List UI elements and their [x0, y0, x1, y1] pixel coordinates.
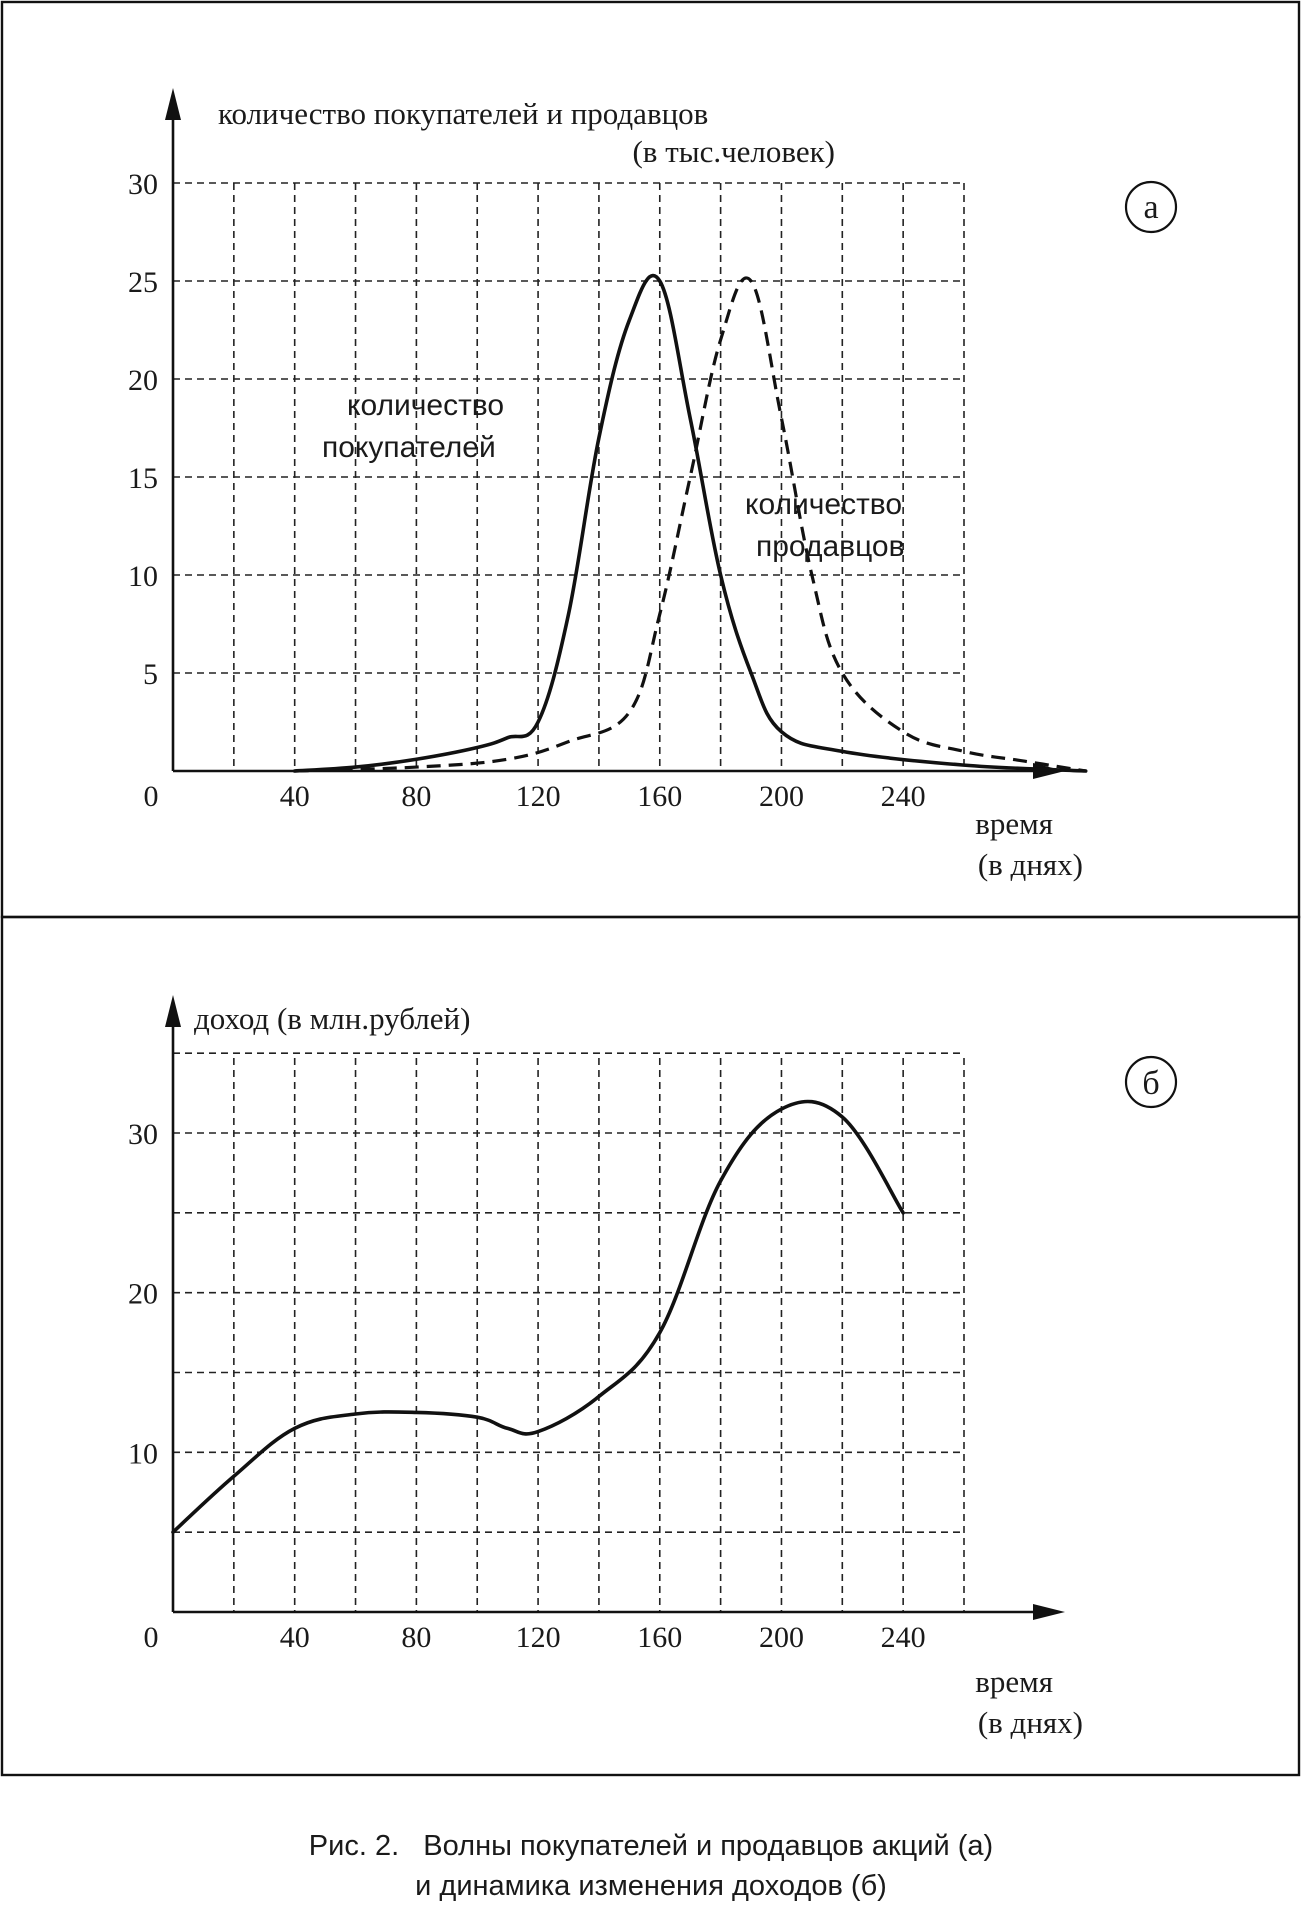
- panel-a-x-tick-label: 200: [759, 780, 804, 813]
- panel-b-marker-circle: [1124, 1055, 1178, 1109]
- panel-b-x-axis-arrow: [1033, 1604, 1065, 1620]
- panel-a-ylabel-line1: количество покупателей и продавцов: [218, 96, 708, 131]
- panel-a-axes: [165, 88, 1065, 779]
- panel-b-grid: [173, 1052, 965, 1612]
- panel-b-x-tick-label: 120: [516, 1621, 561, 1654]
- panel-a-xlabel-line2: (в днях): [978, 847, 1083, 882]
- panel-a-xlabel-line1: время: [975, 806, 1053, 841]
- series-buyers-label-line2: покупателей: [322, 431, 496, 464]
- panel-b-series: [171, 1099, 905, 1534]
- panel-a-ylabel-line2: (в тыс.человек): [632, 134, 835, 169]
- panel-a-marker-label: а: [1143, 189, 1158, 226]
- panel-a-y-axis-arrow: [165, 88, 181, 120]
- panel-a-series-line-0: [292, 273, 1088, 773]
- panel-b-y-tick-label: 30: [128, 1118, 158, 1151]
- panel-a-tick-labels: 0 40 80 120 160 200 240 5 10 15 20 25 30: [128, 168, 926, 813]
- panel-b-ylabel: доход (в млн.рублей): [194, 1001, 470, 1036]
- panel-a-marker-circle: [1124, 180, 1178, 234]
- panel-a-series: [292, 273, 1088, 773]
- panel-a-y-tick-label: 20: [128, 364, 158, 397]
- panel-b-marker-label: б: [1142, 1065, 1159, 1102]
- panel-b-x-tick-label: 200: [759, 1621, 804, 1654]
- panel-b-x-tick-label: 160: [637, 1621, 682, 1654]
- panel-b-y-tick-label: 10: [128, 1437, 158, 1470]
- panel-a-grid: [173, 182, 965, 771]
- panel-b-xlabel-line2: (в днях): [978, 1705, 1083, 1740]
- panel-b-frame: [0, 915, 1301, 1777]
- panel-b-y-axis-arrow: [165, 995, 181, 1027]
- panel-a-x-tick-label: 40: [280, 780, 310, 813]
- panel-b-axes: [165, 995, 1065, 1620]
- panel-a-y-tick-label: 5: [143, 658, 158, 691]
- panel-b-x-tick-label: 240: [881, 1621, 926, 1654]
- panel-b-chart: 0 40 80 120 160 200 240 10 20 30 доход (в млн.руб…: [128, 995, 1178, 1740]
- series-sellers-label-line2: продавцов: [756, 530, 905, 563]
- panel-b-x-tick-label: 0: [144, 1621, 159, 1654]
- panel-b-y-tick-label: 20: [128, 1278, 158, 1311]
- panel-b-tick-labels: 0 40 80 120 160 200 240 10 20 30: [128, 1118, 926, 1654]
- panel-a-x-tick-label: 0: [144, 780, 159, 813]
- panel-a-x-tick-label: 80: [401, 780, 431, 813]
- series-buyers-label-line1: количество: [347, 389, 504, 422]
- caption-line1: Рис. 2. Волны покупателей и продавцов ак…: [309, 1830, 993, 1862]
- panel-a-y-tick-label: 10: [128, 560, 158, 593]
- panel-a-x-tick-label: 240: [881, 780, 926, 813]
- panel-b-xlabel-line1: время: [975, 1664, 1053, 1699]
- panel-b-x-tick-label: 80: [401, 1621, 431, 1654]
- panel-a-y-tick-label: 25: [128, 266, 158, 299]
- caption-line2: и динамика изменения доходов (б): [415, 1870, 887, 1902]
- panel-b-x-tick-label: 40: [280, 1621, 310, 1654]
- panel-a-x-tick-label: 160: [637, 780, 682, 813]
- series-sellers-label-line1: количество: [745, 488, 902, 521]
- panel-a-series-line-1: [294, 276, 1086, 773]
- panel-a-y-tick-label: 15: [128, 462, 158, 495]
- panel-a-chart: 0 40 80 120 160 200 240 5 10 15 20 25 30 количество …: [128, 88, 1178, 882]
- panel-a-y-tick-label: 30: [128, 168, 158, 201]
- panel-b-series-line-0: [171, 1099, 905, 1534]
- panel-a-x-tick-label: 120: [516, 780, 561, 813]
